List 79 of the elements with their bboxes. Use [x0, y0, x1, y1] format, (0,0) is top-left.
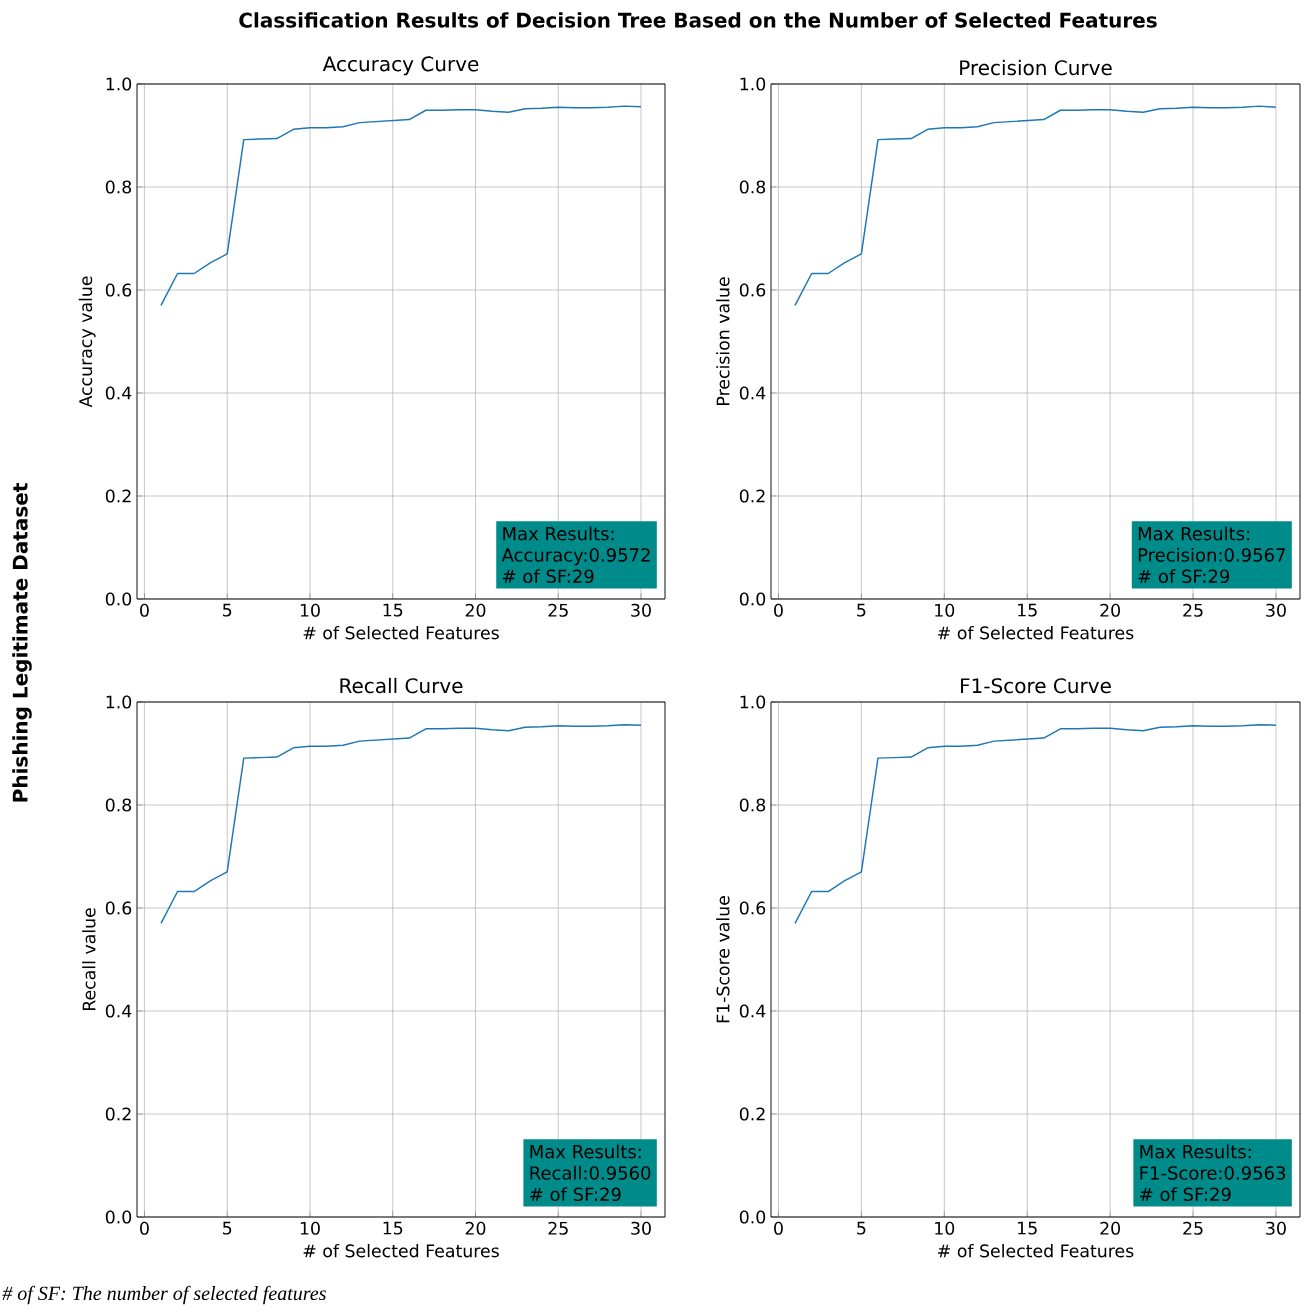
- x-tick-label: 15: [383, 603, 403, 617]
- x-tick-label: 5: [223, 1221, 232, 1235]
- annotation: Recall:0.9560: [530, 1165, 651, 1180]
- x-tick-label: 15: [383, 1221, 403, 1235]
- y-tick-label: 1.0: [106, 695, 132, 709]
- x-axis-title: # of Selected Features: [303, 1243, 499, 1258]
- y-tick-label: 0.4: [105, 1004, 132, 1018]
- x-tick-label: 0: [774, 1221, 783, 1235]
- y-tick-label: 1.0: [740, 695, 766, 709]
- y-tick-label: 0.0: [105, 1210, 132, 1224]
- x-tick-label: 5: [857, 1221, 866, 1235]
- x-tick-label: 30: [1266, 1221, 1286, 1235]
- y-tick-label: 1.0: [106, 77, 132, 91]
- y-axis-title: Accuracy value: [78, 276, 96, 408]
- y-tick-label: 0.8: [105, 798, 132, 812]
- x-tick-label: 10: [300, 603, 320, 617]
- y-tick-label: 0.0: [739, 1210, 766, 1224]
- y-axis-title: Recall value: [82, 908, 96, 1011]
- annotation: Max Results:: [1138, 526, 1250, 541]
- y-tick-label: 0.8: [105, 180, 132, 194]
- x-tick-label: 30: [1266, 603, 1286, 617]
- x-tick-label: 0: [774, 603, 783, 617]
- x-tick-label: 10: [935, 1221, 955, 1235]
- x-tick-label: 0: [140, 1221, 149, 1235]
- x-tick-label: 15: [1018, 603, 1037, 617]
- y-tick-label: 0.2: [105, 489, 131, 503]
- x-axis-title: # of Selected Features: [938, 625, 1134, 640]
- y-tick-label: 0.0: [739, 592, 766, 606]
- chart-title: Precision Curve: [960, 59, 1112, 76]
- x-tick-label: 20: [1100, 603, 1120, 617]
- y-tick-label: 0.2: [105, 1107, 131, 1121]
- annotation: # of SF:29: [530, 1187, 621, 1202]
- y-tick-label: 0.0: [105, 592, 132, 606]
- text: Classification Results of Decision Tree Based on the Number of Selected Features: [239, 12, 1157, 28]
- y-tick-label: 0.6: [739, 283, 766, 297]
- x-tick-label: 30: [631, 603, 651, 617]
- y-tick-label: 0.4: [739, 1004, 766, 1018]
- annotation: # of SF:29: [1140, 1187, 1231, 1202]
- y-tick-label: 0.6: [105, 283, 132, 297]
- x-tick-label: 20: [465, 1221, 486, 1235]
- y-tick-label: 1.0: [740, 77, 766, 91]
- y-tick-label: 0.4: [105, 386, 132, 400]
- annotation: # of SF:29: [1138, 569, 1230, 584]
- x-tick-label: 25: [548, 603, 568, 617]
- x-tick-label: 20: [1100, 1221, 1120, 1235]
- y-tick-label: 0.6: [739, 901, 766, 915]
- text: # of SF: The number of selected features: [2, 1285, 326, 1305]
- annotation: Accuracy:0.9572: [501, 548, 650, 566]
- y-tick-label: 0.8: [739, 180, 766, 194]
- x-tick-label: 10: [935, 603, 955, 617]
- x-axis-title: # of Selected Features: [303, 625, 499, 640]
- x-tick-label: 5: [857, 603, 866, 617]
- annotation: Max Results:: [503, 526, 614, 541]
- x-tick-label: 15: [1018, 1221, 1037, 1235]
- y-tick-label: 0.6: [105, 901, 132, 915]
- y-tick-label: 0.2: [739, 1107, 765, 1121]
- annotation: F1-Score:0.9563: [1140, 1166, 1286, 1180]
- x-tick-label: 25: [1183, 1221, 1203, 1235]
- annotation: # of SF:29: [502, 569, 594, 584]
- chart-title: F1-Score Curve: [961, 678, 1111, 694]
- y-tick-label: 0.4: [739, 386, 766, 400]
- y-tick-label: 0.8: [739, 798, 766, 812]
- x-tick-label: 30: [631, 1221, 651, 1235]
- y-tick-label: 0.2: [739, 489, 765, 503]
- annotation: Precision:0.9567: [1138, 547, 1285, 562]
- x-axis-title: # of Selected Features: [938, 1243, 1134, 1258]
- x-tick-label: 25: [548, 1221, 568, 1235]
- y-axis-title: F1-Score value: [716, 896, 730, 1023]
- x-tick-label: 10: [300, 1221, 320, 1235]
- x-tick-label: 20: [465, 603, 486, 617]
- text: Phishing Legitimate Dataset: [12, 483, 32, 802]
- x-tick-label: 25: [1183, 603, 1203, 617]
- y-axis-title: Precision value: [716, 277, 730, 405]
- x-tick-label: 0: [140, 603, 149, 617]
- x-tick-label: 5: [223, 603, 232, 617]
- annotation: Max Results:: [1140, 1144, 1251, 1159]
- chart-title: Accuracy Curve: [322, 56, 479, 76]
- annotation: Max Results:: [530, 1144, 641, 1159]
- chart-title: Recall Curve: [340, 677, 463, 694]
